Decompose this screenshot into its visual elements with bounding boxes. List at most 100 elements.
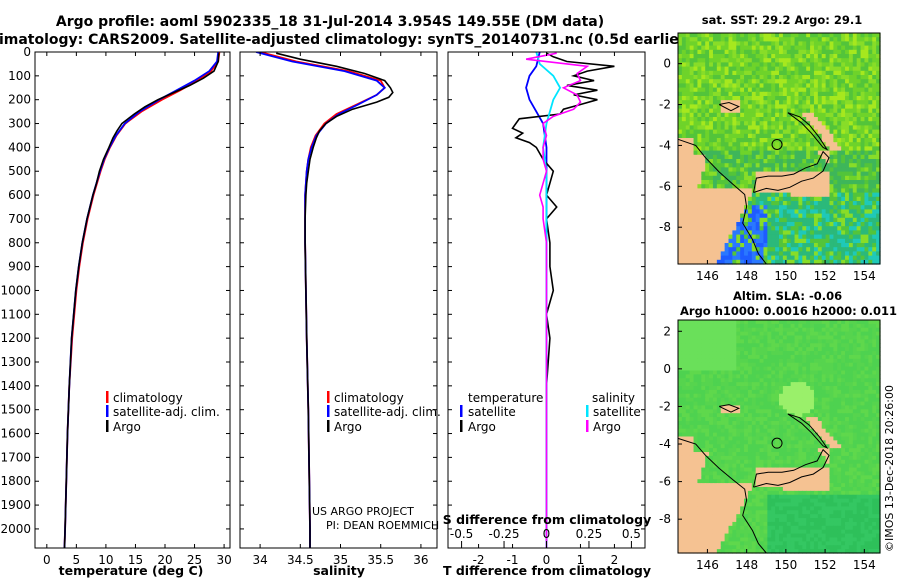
map-cell — [837, 188, 842, 194]
map-cell — [856, 196, 862, 202]
map-cell — [693, 251, 699, 257]
map-cell — [829, 247, 834, 252]
map-cell — [685, 455, 691, 461]
map-cell — [856, 354, 862, 360]
map-cell — [716, 75, 722, 80]
map-cell — [829, 444, 834, 449]
map-cell — [716, 351, 722, 356]
map-cell — [786, 79, 792, 84]
map-cell — [821, 335, 827, 341]
map-cell — [837, 417, 842, 422]
map-cell — [806, 54, 811, 59]
map-cell — [821, 382, 827, 387]
map-cell — [864, 335, 869, 341]
map-cell — [771, 146, 776, 152]
map-cell — [845, 41, 850, 47]
map-cell — [775, 247, 780, 252]
map-cell — [771, 117, 776, 122]
map-cell — [755, 142, 761, 147]
map-cell — [709, 58, 714, 63]
map-cell — [821, 100, 827, 105]
map-cell — [782, 167, 788, 173]
map-cell — [728, 129, 733, 135]
map-cell — [821, 452, 827, 457]
map-cell — [678, 91, 683, 97]
x-tick-label: -1 — [507, 553, 519, 567]
map-cell — [736, 222, 741, 227]
map-cell — [740, 247, 745, 252]
map-cell — [798, 58, 803, 63]
map-cell — [697, 401, 702, 407]
map-cell — [845, 389, 850, 395]
map-cell — [848, 58, 854, 63]
map-cell — [845, 129, 850, 135]
map-cell — [864, 83, 869, 89]
map-cell — [806, 354, 811, 360]
map-cell — [841, 104, 846, 110]
map-cell — [771, 163, 776, 168]
map-cell — [794, 171, 800, 177]
map-cell — [845, 452, 850, 457]
map-cell — [852, 428, 858, 434]
map-cell — [712, 184, 718, 189]
map-cell — [681, 386, 687, 391]
map-cell — [806, 33, 811, 38]
map-cell — [689, 83, 695, 89]
map-cell — [794, 146, 800, 152]
map-cell — [775, 217, 780, 223]
map-cell — [712, 428, 718, 434]
map-cell — [852, 96, 858, 101]
map-cell — [678, 327, 683, 333]
map-cell — [712, 226, 718, 231]
map-cell — [744, 238, 749, 244]
map-cell — [794, 192, 800, 198]
map-cell — [775, 327, 780, 333]
map-cell — [856, 175, 862, 181]
map-cell — [685, 397, 691, 403]
map-cell — [736, 100, 741, 105]
map-cell — [763, 259, 768, 265]
map-cell — [845, 393, 850, 399]
map-cell — [856, 96, 862, 101]
map-cell — [744, 405, 749, 410]
map-cell — [685, 70, 691, 76]
map-cell — [701, 243, 706, 248]
map-cell — [813, 83, 819, 89]
map-cell — [716, 205, 722, 210]
map-cell — [744, 37, 749, 42]
map-cell — [794, 150, 800, 156]
map-cell — [728, 386, 733, 391]
map-cell — [747, 62, 753, 68]
map-cell — [744, 424, 749, 430]
map-cell — [751, 251, 757, 257]
map-cell — [720, 180, 726, 185]
map-cell — [678, 100, 683, 105]
map-cell — [845, 45, 850, 51]
map-cell — [771, 188, 776, 194]
map-cell — [852, 440, 858, 445]
map-cell — [845, 188, 850, 194]
map-cell — [779, 428, 784, 434]
map-cell — [856, 331, 862, 337]
map-cell — [697, 327, 702, 333]
map-cell — [736, 389, 741, 395]
map-cell — [825, 62, 831, 68]
map-cell — [728, 230, 733, 236]
map-cell — [689, 184, 695, 189]
map-cell — [728, 205, 733, 210]
map-cell — [767, 259, 772, 265]
map-cell — [724, 243, 730, 248]
map-cell — [837, 226, 842, 231]
map-cell — [798, 49, 803, 55]
map-cell — [779, 343, 784, 348]
map-cell — [678, 49, 683, 55]
map-cell — [829, 362, 834, 368]
map-cell — [685, 188, 691, 194]
map-cell — [751, 196, 757, 202]
map-cell — [794, 91, 800, 97]
map-cell — [767, 33, 772, 38]
map-cell — [868, 343, 873, 348]
map-cell — [685, 54, 691, 59]
map-cell — [693, 70, 699, 76]
map-cell — [736, 62, 741, 68]
